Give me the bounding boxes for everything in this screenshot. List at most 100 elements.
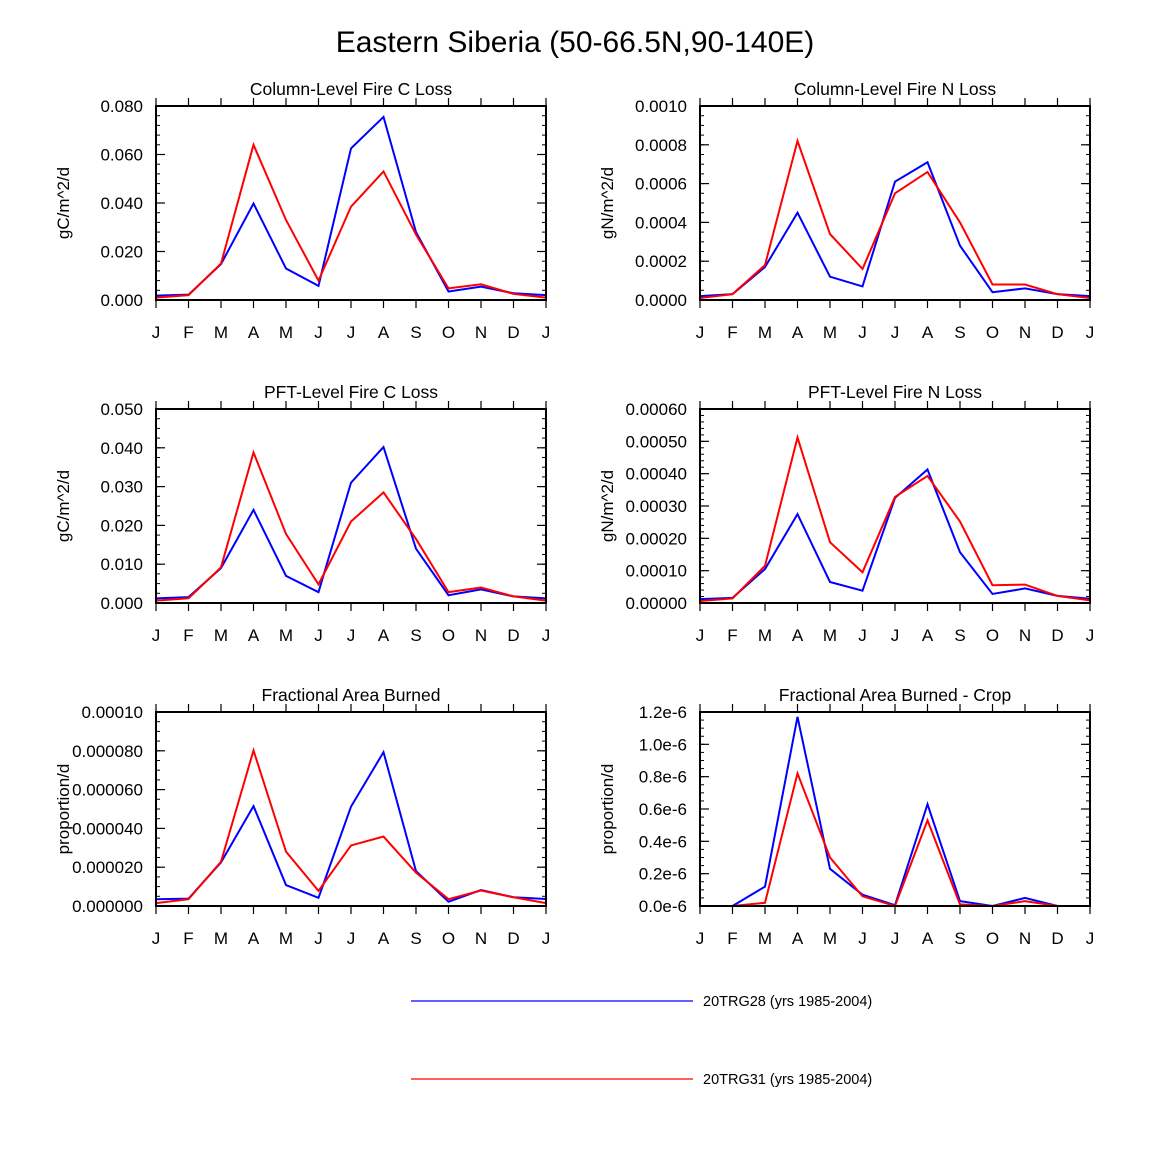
x-tick-label: A — [922, 626, 934, 645]
x-tick-label: J — [1086, 626, 1095, 645]
y-tick-label: 0.000 — [100, 594, 143, 613]
x-tick-label: J — [858, 626, 867, 645]
x-tick-label: J — [858, 929, 867, 948]
y-tick-label: 0.00000 — [626, 594, 687, 613]
y-tick-label: 0.00020 — [626, 529, 687, 548]
x-tick-label: A — [378, 929, 390, 948]
plot-frame — [699, 711, 1091, 907]
x-tick-label: M — [823, 626, 837, 645]
x-tick-label: A — [792, 626, 804, 645]
x-tick-label: A — [922, 929, 934, 948]
series-line-red: 20TRG31 (yrs 1985-2004) — [699, 137, 1091, 300]
x-tick-label: J — [152, 626, 161, 645]
x-tick-label: J — [1086, 929, 1095, 948]
x-tick-label: D — [1051, 929, 1063, 948]
x-tick-label: J — [696, 929, 705, 948]
x-tick-label: D — [1051, 323, 1063, 342]
legend-entry-1: 20TRG28 (yrs 1985-2004) — [411, 994, 872, 1010]
plot-frame — [699, 408, 1091, 604]
chart-panel-1: Column-Level Fire C Loss gC/m^2/d 0.000 0.0… — [54, 79, 550, 342]
x-tick-label: O — [986, 323, 999, 342]
x-tick-label: M — [214, 929, 228, 948]
y-tick-label: 0.4e-6 — [639, 832, 687, 851]
x-tick-label: M — [758, 929, 772, 948]
x-tick-label: S — [410, 929, 421, 948]
y-tick-label: 0.0000 — [635, 291, 687, 310]
y-tick-label: 0.0006 — [635, 175, 687, 194]
x-tick-label: J — [152, 323, 161, 342]
y-axis-label: gC/m^2/d — [54, 167, 73, 239]
y-tick-label: 0.00010 — [626, 562, 687, 581]
chart-panel-5: Fractional Area Burnedproportion/d0.0000… — [54, 685, 550, 948]
x-tick-label: J — [696, 323, 705, 342]
y-tick-label: 1.2e-6 — [639, 703, 687, 722]
y-axis-label: proportion/d — [598, 764, 617, 855]
panel-title: PFT-Level Fire C Loss — [264, 382, 438, 402]
x-tick-label: A — [792, 323, 804, 342]
x-tick-label: M — [279, 323, 293, 342]
x-tick-label: N — [475, 626, 487, 645]
x-tick-label: F — [727, 323, 737, 342]
x-tick-label: N — [1019, 323, 1031, 342]
chart-panel-6: Fractional Area Burned - Crop proportion/… — [598, 685, 1094, 948]
series-line-blue: 20TRG28 (yrs 1985-2004) — [699, 467, 1091, 601]
y-tick-label: 0.0004 — [635, 213, 687, 232]
y-tick-label: 0.000 — [100, 291, 143, 310]
x-tick-label: D — [507, 929, 519, 948]
figure-title: Eastern Siberia (50-66.5N,90-140E) — [335, 26, 815, 59]
y-tick-label: 0.000080 — [72, 742, 143, 761]
x-tick-label: S — [954, 626, 965, 645]
x-tick-label: M — [214, 323, 228, 342]
x-tick-label: D — [1051, 626, 1063, 645]
x-tick-label: A — [378, 626, 390, 645]
plot-frame — [155, 408, 547, 604]
x-tick-label: M — [823, 929, 837, 948]
y-tick-label: 0.0002 — [635, 252, 687, 271]
x-tick-label: J — [891, 626, 900, 645]
x-tick-label: F — [727, 929, 737, 948]
x-tick-label: A — [248, 626, 260, 645]
chart-panel-4: PFT-Level Fire N Loss gN/m^2/d 0.00000 0.00… — [598, 382, 1094, 645]
x-tick-label: A — [248, 929, 260, 948]
x-tick-label: J — [858, 323, 867, 342]
x-tick-label: O — [442, 323, 455, 342]
panel-title: Column-Level Fire N Loss — [794, 79, 997, 99]
y-tick-label: 0.00050 — [626, 432, 687, 451]
series-line-red: 20TRG31 (yrs 1985-2004) — [155, 746, 547, 905]
x-tick-label: M — [279, 929, 293, 948]
x-tick-label: N — [475, 323, 487, 342]
x-tick-label: F — [183, 323, 193, 342]
y-axis-label: gN/m^2/d — [598, 470, 617, 542]
x-tick-label: N — [475, 929, 487, 948]
x-tick-label: D — [507, 323, 519, 342]
x-tick-label: M — [758, 323, 772, 342]
y-tick-label: 0.000000 — [72, 897, 143, 916]
plot-frame — [155, 105, 547, 301]
series-line-red: 20TRG31 (yrs 1985-2004) — [699, 433, 1091, 603]
x-tick-label: J — [1086, 323, 1095, 342]
x-tick-label: M — [214, 626, 228, 645]
y-tick-label: 0.0e-6 — [639, 897, 687, 916]
y-tick-label: 0.0010 — [635, 97, 687, 116]
x-tick-label: M — [758, 626, 772, 645]
series-line-blue: 20TRG28 (yrs 1985-2004) — [700, 716, 1090, 908]
x-tick-label: J — [696, 626, 705, 645]
x-tick-label: F — [183, 929, 193, 948]
legend-entry-2: 20TRG31 (yrs 1985-2004) — [411, 1072, 872, 1088]
y-tick-label: 0.2e-6 — [639, 865, 687, 884]
x-tick-label: J — [347, 626, 356, 645]
x-tick-label: J — [314, 323, 323, 342]
x-tick-label: J — [314, 626, 323, 645]
x-tick-label: M — [823, 323, 837, 342]
x-tick-label: A — [378, 323, 390, 342]
plot-frame — [155, 711, 547, 907]
series-line-blue: 20TRG28 (yrs 1985-2004) — [155, 749, 547, 903]
y-tick-label: 0.000020 — [72, 858, 143, 877]
panel-title: Fractional Area Burned — [262, 685, 441, 705]
chart-panel-3: PFT-Level Fire C Loss gC/m^2/d 0.000 0.010 0… — [54, 382, 550, 645]
x-tick-label: O — [442, 626, 455, 645]
x-tick-label: J — [542, 929, 551, 948]
y-tick-label: 0.000040 — [72, 819, 143, 838]
x-tick-label: J — [347, 929, 356, 948]
